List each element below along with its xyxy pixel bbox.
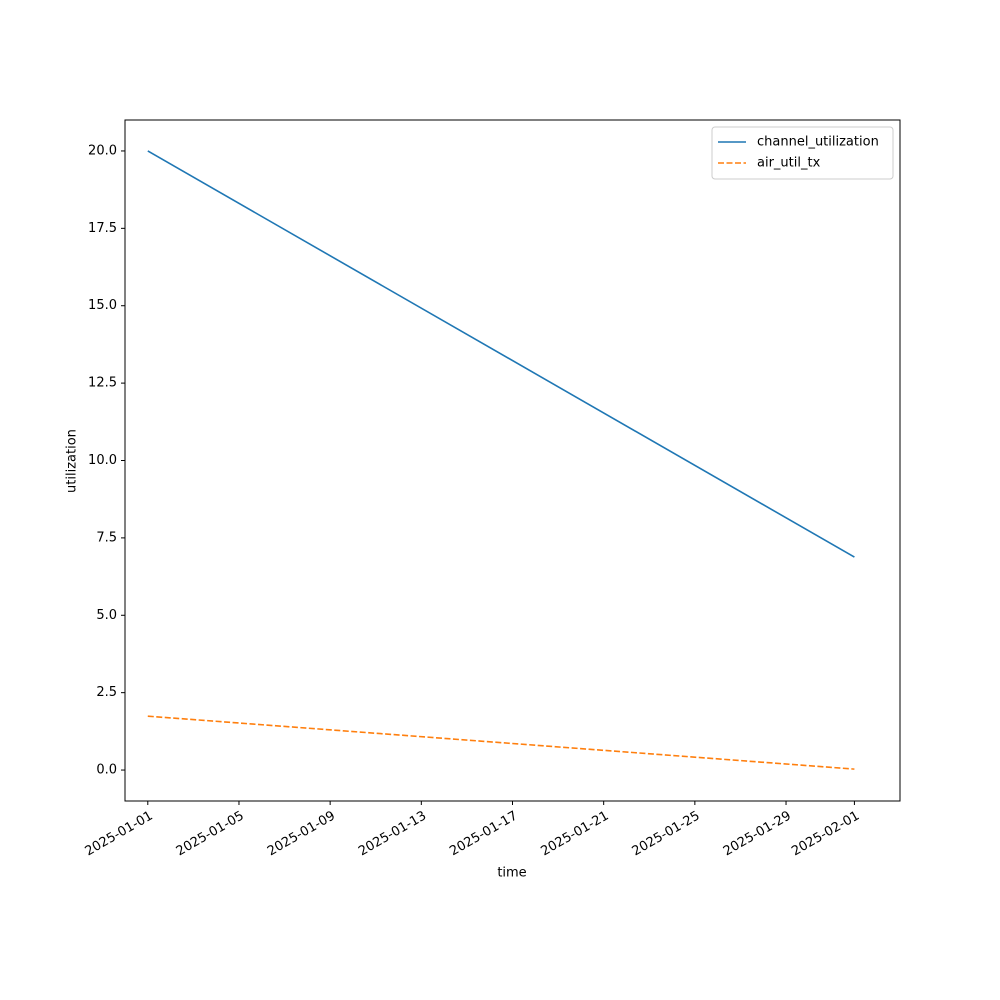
legend: channel_utilization air_util_tx bbox=[711, 126, 894, 180]
line-series bbox=[147, 150, 855, 558]
y-axis-label: utilization bbox=[65, 429, 80, 493]
y-tick-label: 0.0 bbox=[96, 763, 117, 778]
legend-label: air_util_tx bbox=[757, 156, 821, 171]
y-tick-label: 12.5 bbox=[88, 376, 117, 391]
plot-frame bbox=[124, 119, 901, 802]
y-tick-label: 15.0 bbox=[88, 298, 117, 313]
legend-label: channel_utilization bbox=[757, 135, 879, 150]
y-tick-label: 5.0 bbox=[96, 608, 117, 623]
y-tick-label: 10.0 bbox=[88, 453, 117, 468]
x-axis-label: time bbox=[497, 866, 526, 881]
y-tick-label: 20.0 bbox=[88, 143, 117, 158]
legend-box bbox=[711, 126, 894, 180]
y-tick-label: 7.5 bbox=[96, 530, 117, 545]
line-series bbox=[147, 715, 855, 770]
y-tick-label: 2.5 bbox=[96, 685, 117, 700]
y-tick-label: 17.5 bbox=[88, 221, 117, 236]
